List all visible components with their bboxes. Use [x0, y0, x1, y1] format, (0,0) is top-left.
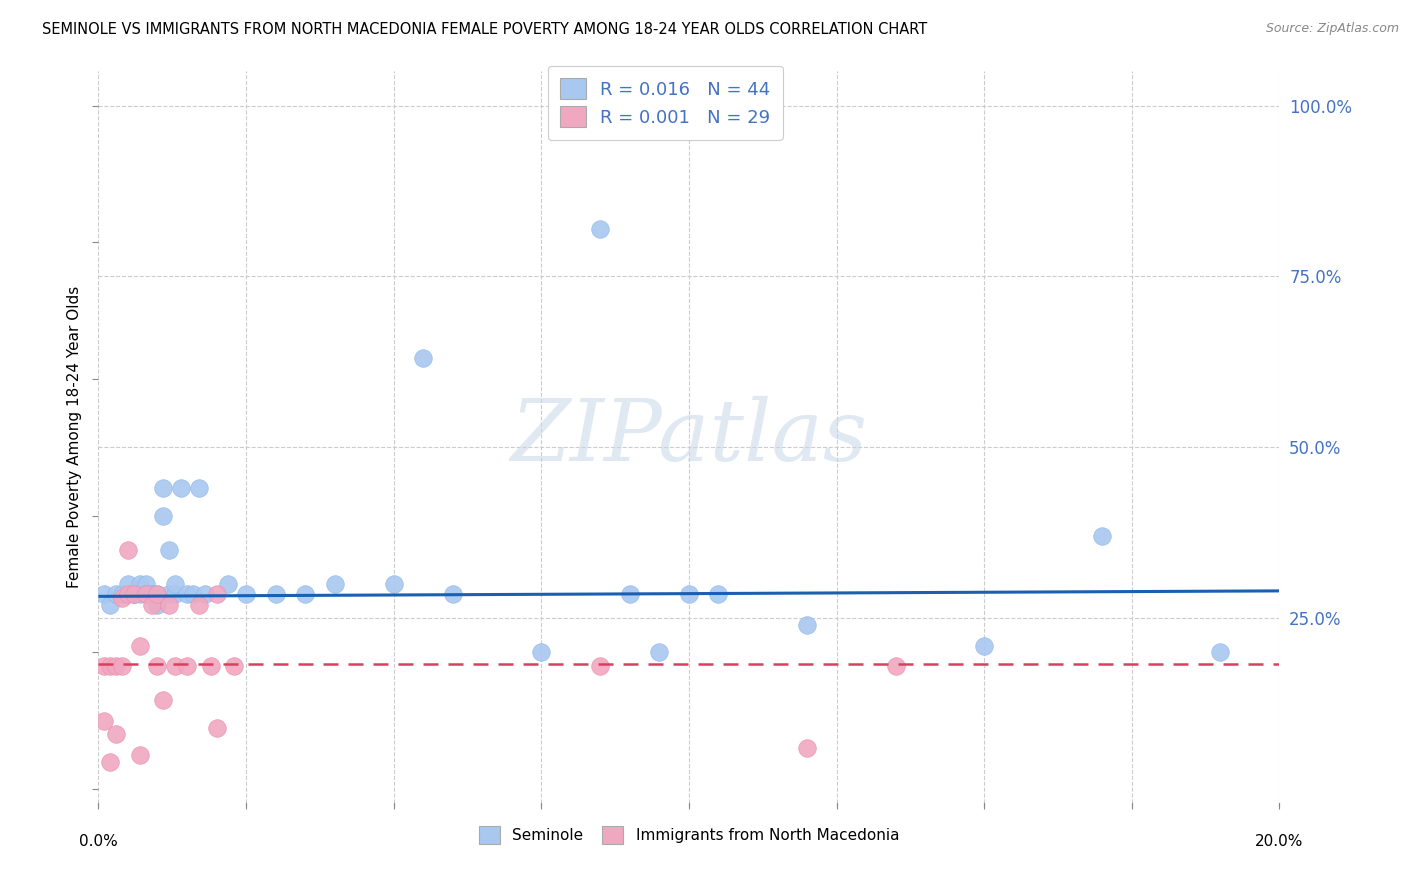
Point	[146, 598, 169, 612]
Point	[200, 659, 222, 673]
Y-axis label: Female Poverty Among 18-24 Year Olds: Female Poverty Among 18-24 Year Olds	[66, 286, 82, 588]
Point	[93, 659, 115, 673]
Point	[884, 659, 907, 673]
Point	[128, 577, 150, 591]
Point	[111, 591, 134, 605]
Text: SEMINOLE VS IMMIGRANTS FROM NORTH MACEDONIA FEMALE POVERTY AMONG 18-24 YEAR OLDS: SEMINOLE VS IMMIGRANTS FROM NORTH MACEDO…	[42, 22, 928, 37]
Point	[157, 598, 180, 612]
Point	[187, 481, 209, 495]
Point	[135, 577, 157, 591]
Point	[441, 587, 464, 601]
Point	[105, 727, 128, 741]
Point	[205, 721, 228, 735]
Point	[187, 598, 209, 612]
Point	[141, 587, 163, 601]
Point	[973, 639, 995, 653]
Point	[157, 587, 180, 601]
Point	[141, 587, 163, 601]
Point	[1091, 529, 1114, 543]
Legend: Seminole, Immigrants from North Macedonia: Seminole, Immigrants from North Macedoni…	[472, 820, 905, 850]
Point	[146, 587, 169, 601]
Point	[589, 221, 612, 235]
Point	[152, 481, 174, 495]
Point	[678, 587, 700, 601]
Point	[589, 659, 612, 673]
Point	[122, 587, 145, 601]
Point	[619, 587, 641, 601]
Point	[157, 542, 180, 557]
Point	[111, 659, 134, 673]
Point	[170, 481, 193, 495]
Point	[122, 587, 145, 601]
Point	[530, 645, 553, 659]
Point	[176, 587, 198, 601]
Point	[176, 659, 198, 673]
Point	[648, 645, 671, 659]
Point	[122, 587, 145, 601]
Point	[146, 587, 169, 601]
Point	[135, 587, 157, 601]
Point	[105, 587, 128, 601]
Text: ZIPatlas: ZIPatlas	[510, 396, 868, 478]
Point	[128, 747, 150, 762]
Point	[93, 714, 115, 728]
Point	[165, 659, 187, 673]
Text: Source: ZipAtlas.com: Source: ZipAtlas.com	[1265, 22, 1399, 36]
Point	[224, 659, 246, 673]
Point	[128, 587, 150, 601]
Point	[135, 587, 157, 601]
Point	[117, 542, 139, 557]
Point	[707, 587, 730, 601]
Point	[1209, 645, 1232, 659]
Point	[264, 587, 287, 601]
Point	[796, 618, 818, 632]
Point	[181, 587, 204, 601]
Point	[98, 755, 121, 769]
Point	[128, 639, 150, 653]
Point	[382, 577, 405, 591]
Point	[323, 577, 346, 591]
Point	[98, 659, 121, 673]
Point	[217, 577, 239, 591]
Point	[111, 587, 134, 601]
Text: 20.0%: 20.0%	[1256, 833, 1303, 848]
Point	[194, 587, 217, 601]
Point	[205, 587, 228, 601]
Point	[796, 741, 818, 756]
Point	[152, 693, 174, 707]
Point	[235, 587, 257, 601]
Text: 0.0%: 0.0%	[79, 833, 118, 848]
Point	[294, 587, 316, 601]
Point	[117, 577, 139, 591]
Point	[117, 587, 139, 601]
Point	[93, 587, 115, 601]
Point	[152, 508, 174, 523]
Point	[105, 659, 128, 673]
Point	[146, 659, 169, 673]
Point	[165, 577, 187, 591]
Point	[98, 598, 121, 612]
Point	[412, 351, 434, 366]
Point	[141, 598, 163, 612]
Point	[165, 587, 187, 601]
